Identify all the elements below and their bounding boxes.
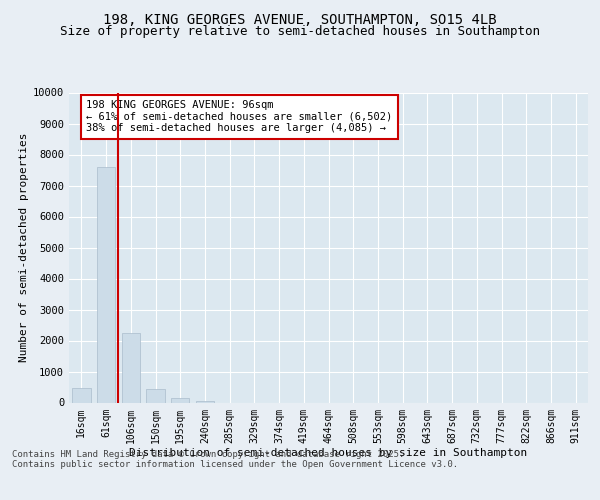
Bar <box>146 389 165 402</box>
Text: 198 KING GEORGES AVENUE: 96sqm
← 61% of semi-detached houses are smaller (6,502): 198 KING GEORGES AVENUE: 96sqm ← 61% of … <box>86 100 392 134</box>
Y-axis label: Number of semi-detached properties: Number of semi-detached properties <box>19 132 29 362</box>
Bar <box>196 400 214 402</box>
Text: 198, KING GEORGES AVENUE, SOUTHAMPTON, SO15 4LB: 198, KING GEORGES AVENUE, SOUTHAMPTON, S… <box>103 12 497 26</box>
Bar <box>122 333 140 402</box>
Text: Contains HM Land Registry data © Crown copyright and database right 2025.
Contai: Contains HM Land Registry data © Crown c… <box>12 450 458 469</box>
X-axis label: Distribution of semi-detached houses by size in Southampton: Distribution of semi-detached houses by … <box>130 448 527 458</box>
Bar <box>171 398 190 402</box>
Bar <box>97 167 115 402</box>
Text: Size of property relative to semi-detached houses in Southampton: Size of property relative to semi-detach… <box>60 25 540 38</box>
Bar <box>72 388 91 402</box>
